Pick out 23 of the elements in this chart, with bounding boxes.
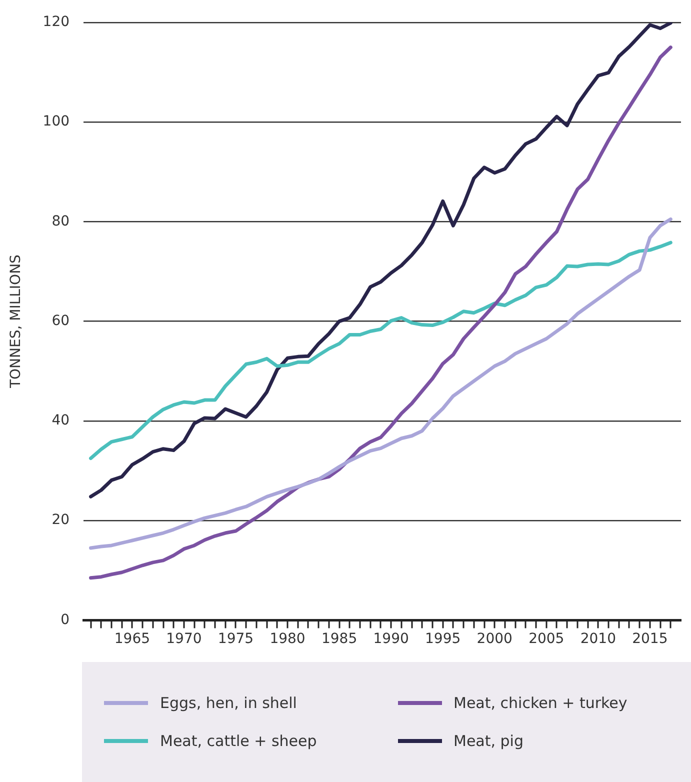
y-tick-label: 0	[60, 612, 70, 628]
legend-label: Meat, pig	[454, 732, 524, 750]
y-tick-label: 120	[42, 14, 70, 30]
x-tick-label: 2010	[580, 631, 616, 648]
x-tick-label: 1965	[114, 631, 150, 648]
legend-label: Meat, cattle + sheep	[160, 732, 317, 750]
x-tick-label: 1995	[425, 631, 461, 648]
y-tick-label: 20	[52, 512, 70, 528]
y-tick-label: 60	[52, 312, 70, 329]
legend-label: Eggs, hen, in shell	[160, 694, 297, 712]
y-tick-label: 40	[52, 412, 70, 429]
x-tick-label: 1970	[166, 631, 202, 648]
x-tick-label: 2000	[476, 631, 512, 648]
x-tick-label: 2005	[528, 631, 564, 648]
legend-label: Meat, chicken + turkey	[454, 694, 628, 712]
x-tick-label: 1980	[270, 631, 306, 648]
x-tick-label: 2015	[632, 631, 668, 648]
x-tick-label: 1975	[218, 631, 254, 648]
y-tick-label: 100	[42, 114, 70, 130]
x-tick-label: 1990	[373, 631, 409, 648]
y-tick-label: 80	[52, 213, 70, 230]
y-axis-title: TONNES, MILLIONS	[8, 254, 24, 390]
x-tick-label: 1985	[321, 631, 358, 648]
